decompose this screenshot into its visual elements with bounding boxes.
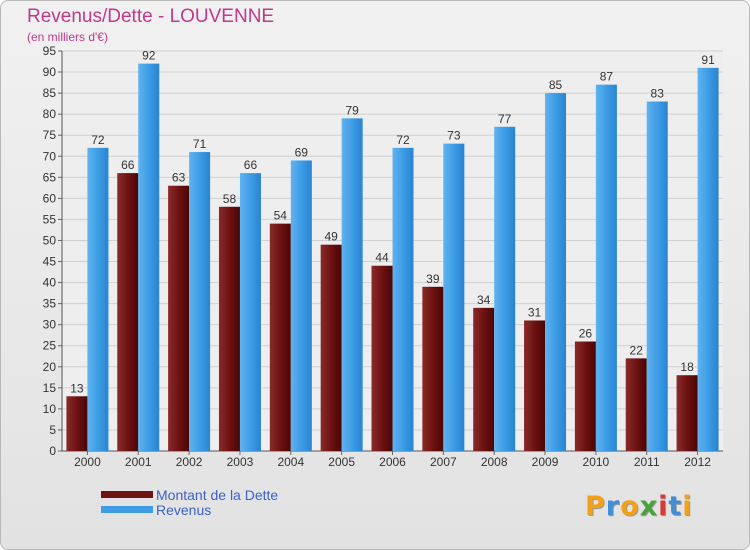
bar-debt	[320, 244, 342, 451]
y-tick-label: 50	[43, 233, 57, 247]
legend-item-debt: Montant de la Dette	[101, 486, 279, 503]
data-label-debt: 49	[324, 230, 338, 244]
legend-swatch-revenue	[101, 506, 153, 513]
bar-revenue	[697, 67, 719, 451]
y-tick-label: 10	[43, 402, 57, 416]
data-label-revenue: 77	[498, 112, 512, 126]
data-label-revenue: 83	[651, 87, 665, 101]
data-label-debt: 54	[274, 209, 288, 223]
x-tick-label: 2010	[583, 455, 610, 469]
bar-revenue	[341, 118, 363, 452]
proxiti-logo: Proxiti	[585, 491, 693, 522]
x-tick-label: 2004	[277, 455, 304, 469]
y-tick-label: 95	[43, 44, 57, 58]
data-label-debt: 13	[70, 381, 84, 395]
data-label-revenue: 92	[142, 49, 156, 63]
x-tick-label: 2005	[328, 455, 355, 469]
bar-revenue	[595, 84, 617, 452]
bar-debt	[574, 341, 596, 451]
x-tick-label: 2002	[176, 455, 203, 469]
data-label-debt: 44	[375, 251, 389, 265]
data-label-revenue: 66	[244, 158, 258, 172]
chart-subtitle: (en milliers d'€)	[27, 30, 108, 44]
x-tick-label: 2007	[430, 455, 457, 469]
y-tick-label: 30	[43, 318, 57, 332]
legend-item-revenue: Revenus	[101, 501, 278, 518]
bar-debt	[625, 358, 647, 451]
y-tick-label: 5	[49, 423, 56, 437]
y-tick-label: 85	[43, 86, 57, 100]
legend-swatch-debt	[101, 491, 153, 498]
bar-revenue	[494, 126, 516, 451]
data-label-debt: 22	[630, 343, 644, 357]
y-tick-label: 40	[43, 276, 57, 290]
y-tick-label: 70	[43, 149, 57, 163]
bar-revenue	[545, 93, 567, 452]
bar-debt	[66, 396, 88, 451]
bar-debt	[168, 185, 190, 451]
data-label-revenue: 79	[345, 103, 359, 117]
x-tick-label: 2009	[532, 455, 559, 469]
data-label-revenue: 72	[396, 133, 410, 147]
bar-debt	[218, 206, 240, 451]
y-tick-label: 15	[43, 381, 57, 395]
bar-revenue	[87, 147, 109, 451]
data-label-debt: 66	[121, 158, 135, 172]
data-label-debt: 26	[579, 327, 593, 341]
x-tick-label: 2003	[227, 455, 254, 469]
bar-debt	[422, 286, 444, 451]
data-label-debt: 63	[172, 171, 186, 185]
data-label-revenue: 72	[91, 133, 105, 147]
data-label-debt: 58	[223, 192, 237, 206]
bar-revenue	[290, 160, 312, 451]
bar-debt	[676, 375, 698, 451]
y-tick-label: 65	[43, 170, 57, 184]
data-label-debt: 18	[680, 360, 694, 374]
y-tick-label: 60	[43, 191, 57, 205]
bar-debt	[269, 223, 291, 451]
bar-debt	[117, 173, 139, 451]
y-tick-label: 0	[49, 444, 56, 458]
y-tick-label: 90	[43, 65, 57, 79]
bar-revenue	[239, 173, 261, 451]
data-label-revenue: 69	[295, 145, 309, 159]
x-tick-label: 2012	[684, 455, 711, 469]
bar-debt	[371, 265, 393, 451]
bar-revenue	[138, 63, 160, 451]
data-label-revenue: 87	[600, 70, 614, 84]
x-tick-label: 2006	[379, 455, 406, 469]
bar-revenue	[189, 152, 211, 452]
x-tick-label: 2011	[634, 455, 660, 469]
y-tick-label: 25	[43, 339, 57, 353]
y-tick-label: 55	[43, 212, 57, 226]
y-tick-label: 75	[43, 128, 57, 142]
y-tick-label: 35	[43, 297, 57, 311]
bar-revenue	[646, 101, 668, 452]
y-tick-label: 45	[43, 255, 57, 269]
legend-label-revenue: Revenus	[156, 501, 212, 518]
x-tick-label: 2001	[125, 455, 152, 469]
data-label-revenue: 91	[701, 53, 715, 67]
data-label-debt: 34	[477, 293, 491, 307]
data-label-debt: 31	[528, 305, 542, 319]
bar-debt	[524, 320, 546, 451]
data-label-revenue: 71	[193, 137, 207, 151]
legend: Montant de la Dette Revenus	[101, 486, 279, 518]
data-label-revenue: 85	[549, 78, 563, 92]
bar-debt	[473, 307, 495, 451]
data-label-debt: 39	[426, 272, 440, 286]
y-tick-label: 20	[43, 360, 57, 374]
chart-title: Revenus/Dette - LOUVENNE	[27, 6, 275, 27]
x-tick-label: 2008	[481, 455, 508, 469]
bar-revenue	[392, 147, 414, 451]
y-tick-label: 80	[43, 107, 57, 121]
x-tick-label: 2000	[74, 455, 101, 469]
legend-label-debt: Montant de la Dette	[156, 486, 279, 503]
data-label-revenue: 73	[447, 129, 461, 143]
bar-revenue	[443, 143, 465, 451]
